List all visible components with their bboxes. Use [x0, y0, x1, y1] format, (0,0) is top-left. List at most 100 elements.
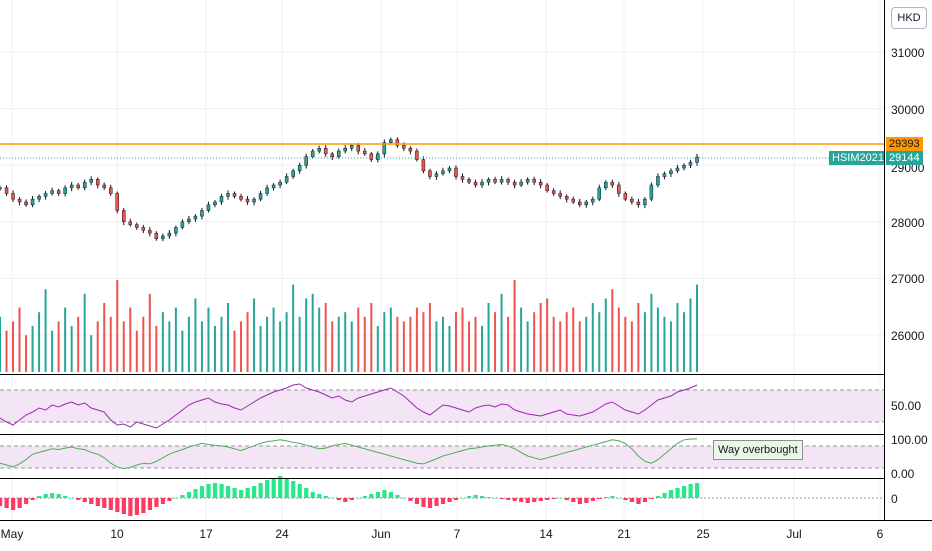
- volume-bar: [181, 330, 184, 372]
- volume-bar: [422, 312, 425, 372]
- candle-body: [108, 187, 113, 194]
- macd-bar: [180, 495, 185, 498]
- candle-body: [4, 187, 9, 194]
- macd-bar: [590, 498, 595, 501]
- currency-button[interactable]: HKD: [891, 7, 927, 29]
- macd-bar: [427, 498, 433, 508]
- volume-bar: [481, 326, 484, 372]
- volume-bar: [305, 298, 308, 372]
- macd-bar: [82, 498, 87, 502]
- candle-body: [213, 201, 217, 206]
- macd-bar: [512, 498, 517, 501]
- candle-body: [604, 181, 608, 189]
- volume-bar: [207, 307, 210, 372]
- candle-body: [317, 147, 321, 152]
- candle-body: [24, 201, 28, 206]
- volume-bar: [318, 307, 321, 372]
- date-tick: 21: [617, 527, 631, 541]
- macd-bar: [447, 498, 452, 502]
- candle-body: [115, 193, 120, 211]
- volume-bar: [441, 316, 444, 372]
- price-tick: 26000: [891, 329, 925, 343]
- price-axis[interactable]: HKD 31000 30000 29000 28000 27000 26000 …: [884, 0, 932, 520]
- candle-body: [89, 179, 93, 183]
- volume-bar: [116, 280, 119, 372]
- macd-bar: [199, 486, 205, 498]
- macd-bar: [284, 478, 289, 498]
- candle-body: [174, 227, 178, 234]
- macd-bar: [141, 498, 146, 513]
- macd-bar: [167, 498, 172, 501]
- macd-bar: [395, 495, 400, 498]
- macd-bar: [160, 498, 166, 504]
- price-tick: 28000: [891, 216, 925, 230]
- candle-body: [206, 204, 211, 211]
- candle-body: [336, 150, 341, 157]
- volume-bar: [370, 303, 373, 372]
- macd-bar: [115, 498, 120, 512]
- volume-bar: [383, 312, 386, 372]
- macd-bar: [636, 498, 641, 504]
- candle-body: [506, 179, 510, 183]
- macd-bar: [304, 488, 309, 498]
- macd-bar: [50, 493, 55, 498]
- time-axis[interactable]: May 10 17 24 Jun 7 14 21 25 Jul 6: [0, 520, 932, 551]
- candle-body: [688, 162, 693, 166]
- macd-bar: [545, 498, 550, 500]
- overbought-annotation[interactable]: Way overbought: [713, 440, 803, 460]
- candle-body: [232, 193, 237, 197]
- volume-bar: [272, 307, 275, 372]
- last-price-label: 29144: [886, 151, 923, 165]
- volume-bar: [31, 326, 34, 372]
- volume-bar: [468, 321, 471, 372]
- volume-bar: [200, 321, 203, 372]
- macd-bar: [473, 495, 478, 498]
- macd-bar: [343, 498, 348, 502]
- candle-body: [148, 230, 152, 234]
- macd-bar: [43, 494, 48, 498]
- macd-bar: [440, 498, 446, 504]
- macd-bar: [493, 498, 498, 499]
- candle-body: [310, 150, 315, 157]
- candle-body: [512, 181, 517, 186]
- volume-bar: [285, 312, 288, 372]
- price-chart[interactable]: [0, 0, 884, 520]
- candlesticks: [0, 137, 699, 242]
- macd-bar: [662, 493, 667, 498]
- volume-bar: [526, 321, 529, 372]
- volume-bar: [246, 312, 249, 372]
- macd-bar: [291, 481, 296, 498]
- macd-bar: [668, 490, 674, 498]
- volume-bar: [57, 321, 60, 372]
- candle-body: [382, 142, 387, 155]
- candle-body: [675, 167, 680, 172]
- candle-body: [356, 145, 361, 152]
- volume-bar: [298, 316, 301, 372]
- volume-bar: [38, 312, 41, 372]
- candle-body: [69, 184, 74, 189]
- candle-body: [278, 181, 282, 186]
- volume-bar: [682, 312, 685, 372]
- candle-body: [649, 184, 654, 200]
- candle-body: [538, 181, 543, 186]
- candle-body: [597, 187, 602, 200]
- volume-bar: [324, 303, 327, 372]
- date-tick: 10: [110, 527, 124, 541]
- volume-bar: [513, 280, 516, 372]
- volume-bar: [148, 293, 151, 372]
- candle-body: [187, 218, 191, 223]
- chart-area[interactable]: Way overbought: [0, 0, 884, 520]
- macd-bar: [649, 498, 654, 499]
- volume-bar: [213, 326, 216, 372]
- candle-body: [167, 232, 172, 237]
- volume-bar: [669, 321, 672, 372]
- volume-bar: [129, 307, 132, 372]
- macd-bar: [4, 498, 9, 508]
- pane-separator-stoch: [0, 478, 884, 479]
- candle-body: [219, 196, 224, 203]
- volume-bar: [331, 321, 334, 372]
- candle-body: [11, 193, 15, 200]
- candle-body: [591, 198, 595, 203]
- volume-bar: [155, 326, 158, 372]
- volume-bar: [604, 298, 607, 372]
